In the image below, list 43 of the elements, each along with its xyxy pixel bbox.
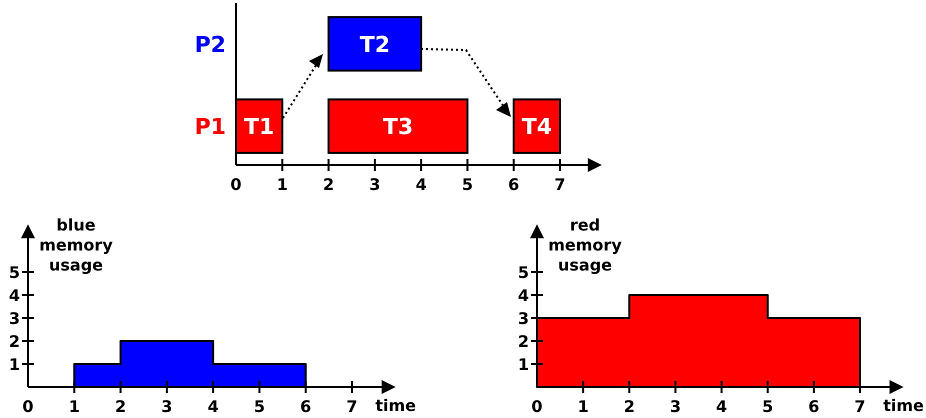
- y-tick-label: 3: [8, 309, 20, 328]
- x-tick-label: 3: [161, 397, 172, 416]
- x-axis-title: time: [375, 396, 416, 415]
- x-tick-label: 4: [416, 175, 427, 194]
- y-tick-label: 4: [518, 286, 529, 305]
- x-tick-label: 7: [554, 175, 566, 194]
- y-tick-label: 2: [8, 332, 20, 351]
- series-label: T4: [522, 115, 552, 140]
- x-tick-label: 2: [323, 175, 334, 194]
- series-label: T1: [244, 115, 274, 140]
- y-tick-label: 1: [8, 355, 20, 374]
- x-tick-label: 2: [115, 397, 126, 416]
- x-tick-label: 4: [716, 397, 728, 416]
- y-tick-label: 4: [8, 286, 20, 305]
- y-tick-label: 5: [8, 263, 20, 282]
- x-tick-label: 5: [254, 397, 265, 416]
- x-tick-label: 5: [462, 175, 473, 194]
- series-label: T3: [382, 115, 414, 140]
- x-tick-label: 6: [300, 397, 312, 416]
- x-tick-label: 2: [624, 397, 635, 416]
- y-axis-title: red memory usage: [548, 215, 622, 274]
- x-tick-label: 6: [808, 397, 820, 416]
- x-tick-label: 1: [578, 397, 589, 416]
- x-axis-title: time: [883, 396, 924, 415]
- y-tick-label: 5: [518, 263, 529, 282]
- x-tick-label: 6: [508, 175, 520, 194]
- x-tick-label: 5: [762, 397, 774, 416]
- x-tick-label: 1: [276, 175, 288, 194]
- x-tick-label: 3: [670, 397, 681, 416]
- y-axis-title: blue memory usage: [39, 215, 114, 274]
- y-tick-label: P1: [194, 115, 226, 140]
- x-tick-label: 0: [22, 397, 34, 416]
- x-tick-label: 3: [369, 175, 380, 194]
- x-tick-label: 0: [230, 175, 242, 194]
- y-tick-label: 3: [518, 309, 529, 328]
- x-tick-label: 7: [346, 397, 358, 416]
- x-tick-label: 0: [531, 397, 543, 416]
- series-label: T2: [360, 32, 390, 58]
- y-tick-label: P2: [194, 32, 226, 58]
- y-tick-label: 2: [518, 332, 529, 351]
- x-tick-label: 7: [854, 397, 866, 416]
- x-tick-label: 1: [68, 397, 80, 416]
- y-tick-label: 1: [518, 355, 529, 374]
